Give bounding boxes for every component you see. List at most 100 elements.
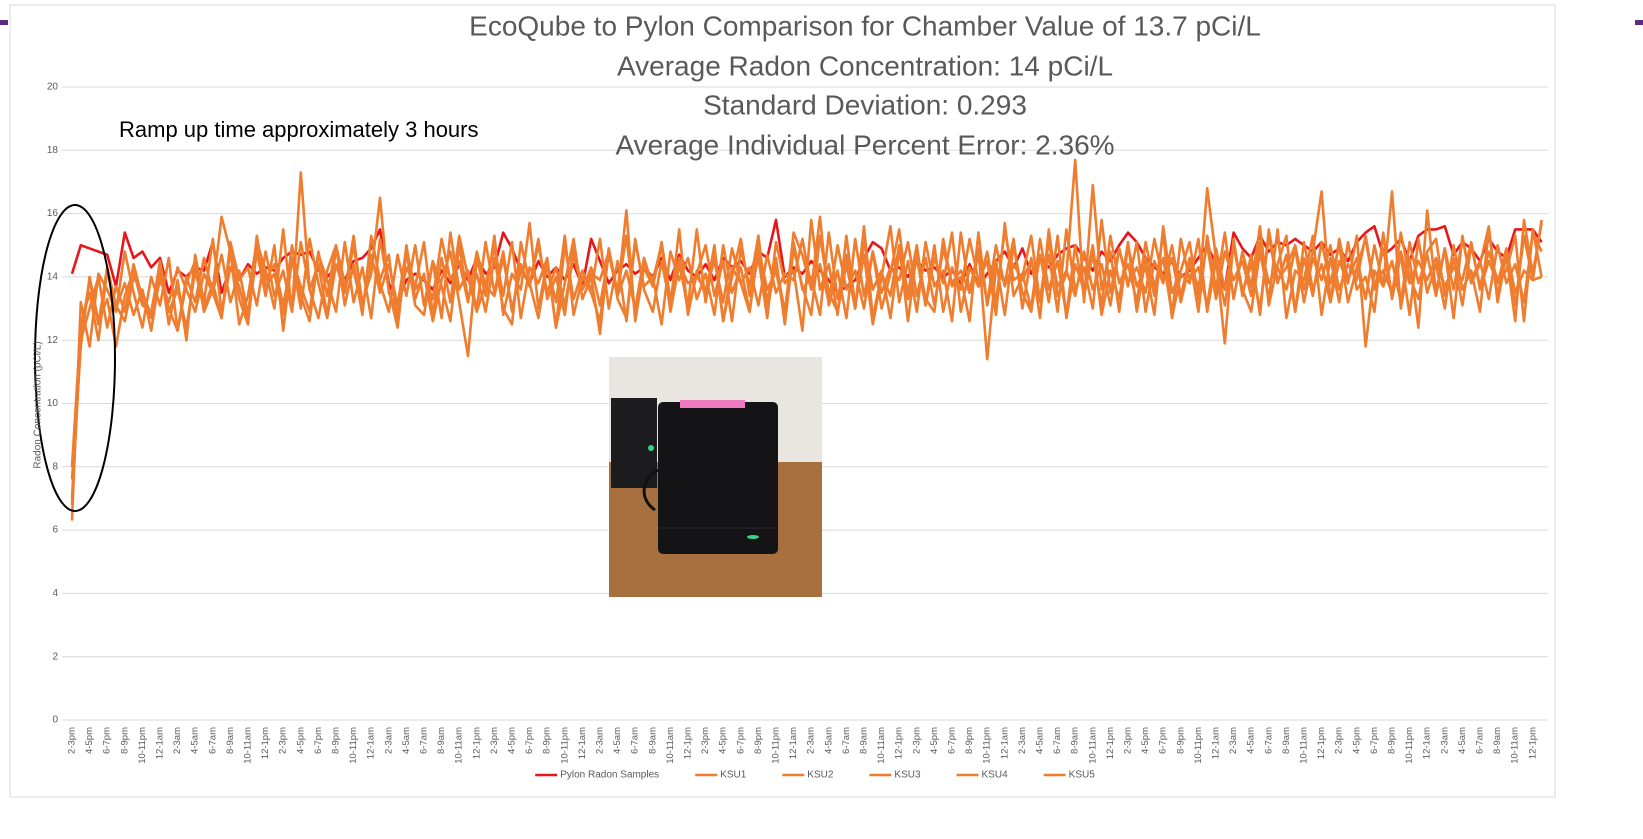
x-tick-label: 4-5pm [507,727,518,754]
x-tick-label: 6-7pm [524,727,535,754]
x-tick-label: 12-1pm [1527,727,1538,759]
x-tick-label: 6-7am [630,727,641,754]
x-tick-label: 12-1am [788,727,799,759]
x-tick-label: 2-3pm [489,727,500,754]
x-tick-label: 2-3pm [1334,727,1345,754]
x-tick-label: 4-5am [612,727,623,754]
chart-subtitle: Average Radon Concentration: 14 pCi/L [617,50,1113,81]
x-tick-label: 10-11am [243,727,254,764]
y-axis-label: Radon Concentration (pCi/L) [33,341,44,468]
y-tick-label: 2 [52,651,58,662]
x-tick-label: 2-3am [1017,727,1028,754]
photo-led [747,535,759,539]
legend-item: KSU1 [695,770,747,781]
x-tick-label: 8-9pm [1175,727,1186,754]
x-tick-label: 4-5am [1246,727,1257,754]
x-tick-label: 6-7am [1263,727,1274,754]
legend: Pylon Radon Samples KSU1 KSU2 KSU3 KSU4 KSU5 [535,770,1095,781]
x-tick-label: 6-7am [1052,727,1063,754]
x-tick-label: 10-11am [876,727,887,764]
x-tick-label: 6-7am [841,727,852,754]
x-tick-label: 2-3am [1228,727,1239,754]
x-tick-label: 8-9am [1492,727,1503,754]
x-tick-label: 6-7pm [1158,727,1169,754]
x-tick-label: 12-1pm [260,727,271,759]
x-tick-label: 8-9pm [964,727,975,754]
x-tick-label: 10-11pm [1193,727,1204,764]
y-tick-label: 18 [47,145,59,156]
x-tick-label: 12-1pm [1105,727,1116,759]
x-tick-label: 12-1pm [683,727,694,759]
legend-label: KSU1 [720,770,747,781]
legend-item: Pylon Radon Samples [535,770,659,781]
x-tick-label: 10-11pm [348,727,359,764]
legend-item: KSU3 [869,770,921,781]
x-tick-label: 2-3am [172,727,183,754]
y-tick-label: 14 [47,272,59,283]
x-tick-label: 8-9am [859,727,870,754]
y-tick-label: 20 [47,82,59,93]
chart: 0 2 4 6 8 10 12 14 16 18 20 2-3pm 4-5pm 6-7pm 8-9pm 10-… [0,0,1643,839]
x-tick-label: 2-3am [1439,727,1450,754]
legend-label: KSU2 [807,770,834,781]
x-tick-label: 12-1am [155,727,166,759]
legend-item: KSU2 [782,770,834,781]
annotation: Ramp up time approximately 3 hours [119,117,479,142]
x-tick-label: 10-11pm [1404,727,1415,764]
corner-accent [1635,20,1643,25]
x-tick-label: 12-1am [1422,727,1433,759]
x-tick-label: 6-7pm [947,727,958,754]
x-tick-label: 4-5pm [929,727,940,754]
x-tick-label: 2-3am [383,727,394,754]
y-tick-label: 8 [52,461,58,472]
x-tick-label: 4-5pm [1140,727,1151,754]
x-tick-label: 8-9pm [753,727,764,754]
photo-device [658,402,778,554]
x-tick-label: 8-9am [436,727,447,754]
x-tick-label: 6-7pm [1369,727,1380,754]
legend-label: Pylon Radon Samples [560,770,659,781]
x-tick-label: 2-3pm [700,727,711,754]
y-tick-label: 0 [52,715,58,726]
x-tick-label: 8-9am [1070,727,1081,754]
x-tick-label: 8-9pm [119,727,130,754]
chart-subtitle: Standard Deviation: 0.293 [703,89,1027,120]
y-tick-label: 4 [52,588,58,599]
x-tick-label: 4-5am [190,727,201,754]
x-tick-label: 4-5pm [1351,727,1362,754]
photo-led [648,445,654,451]
chart-title: EcoQube to Pylon Comparison for Chamber … [469,10,1261,41]
x-tick-label: 12-1am [1211,727,1222,759]
x-tick-label: 10-11pm [771,727,782,764]
x-tick-label: 12-1am [999,727,1010,759]
legend-label: KSU4 [982,770,1009,781]
x-tick-label: 10-11pm [137,727,148,764]
x-tick-label: 4-5pm [84,727,95,754]
x-tick-label: 6-7pm [313,727,324,754]
x-tick-label: 8-9am [647,727,658,754]
x-tick-label: 10-11am [1510,727,1521,764]
legend-label: KSU5 [1069,770,1096,781]
y-tick-label: 10 [47,398,59,409]
x-tick-label: 10-11am [1087,727,1098,764]
x-tick-label: 2-3am [806,727,817,754]
x-tick-label: 4-5am [401,727,412,754]
x-tick-label: 4-5pm [718,727,729,754]
x-tick-label: 6-7am [1475,727,1486,754]
x-tick-label: 12-1pm [894,727,905,759]
x-tick-label: 8-9am [1281,727,1292,754]
y-tick-label: 6 [52,525,58,536]
x-tick-label: 8-9pm [542,727,553,754]
x-tick-label: 8-9pm [1387,727,1398,754]
x-tick-label: 12-1am [577,727,588,759]
x-tick-label: 10-11pm [559,727,570,764]
x-tick-label: 2-3pm [911,727,922,754]
x-tick-label: 4-5pm [295,727,306,754]
x-tick-label: 2-3am [595,727,606,754]
corner-accent [0,20,8,25]
y-tick-label: 16 [47,208,59,219]
x-tick-label: 4-5am [1035,727,1046,754]
legend-label: KSU3 [894,770,921,781]
legend-item: KSU5 [1044,770,1096,781]
y-tick-label: 12 [47,335,59,346]
